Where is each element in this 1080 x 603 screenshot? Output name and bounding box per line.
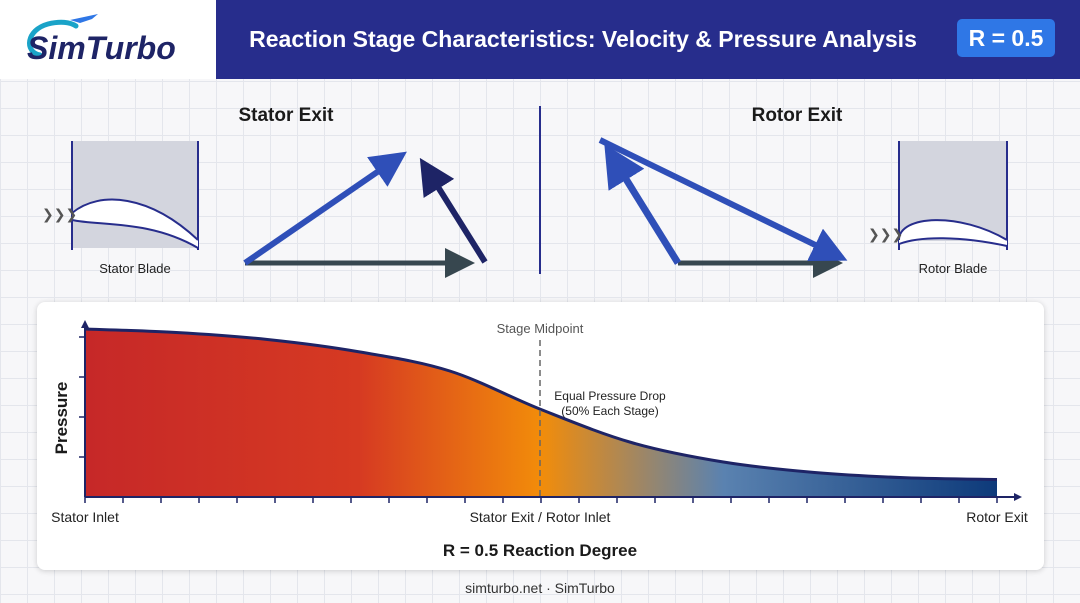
absolute-velocity-vector [243, 151, 407, 266]
logo-text: SimTurbo [27, 30, 176, 66]
page-title: Reaction Stage Characteristics: Velocity… [249, 26, 917, 52]
rotor-blade [898, 141, 1008, 250]
stator-blade [71, 141, 199, 250]
relative-velocity-vector [598, 137, 848, 262]
header-bar: SimTurbo Reaction Stage Characteristics:… [0, 0, 1080, 79]
logo-mark: SimTurbo [27, 14, 176, 66]
pressure-curve [84, 327, 998, 481]
rotor-blade-label: Rotor Blade [919, 261, 988, 276]
airplane-icon [70, 14, 98, 23]
stage-midpoint-label: Stage Midpoint [497, 321, 584, 336]
pressure-chart: Stage Midpoint Equal Pressure Drop (50% … [51, 320, 1028, 560]
reaction-badge: R = 0.5 [957, 19, 1055, 57]
x-axis-ticks [84, 497, 998, 503]
stator-blade-label: Stator Blade [99, 261, 171, 276]
rotor-exit-title: Rotor Exit [752, 105, 843, 126]
absolute-velocity-vector [604, 144, 681, 265]
logo[interactable]: SimTurbo [0, 0, 216, 79]
relative-velocity-vector [419, 157, 488, 264]
pressure-chart-card: Stage Midpoint Equal Pressure Drop (50% … [37, 302, 1044, 570]
annotation-line-1: Equal Pressure Drop [554, 389, 666, 403]
y-axis-label: Pressure [52, 382, 71, 455]
x-label-stator-exit-rotor-inlet: Stator Exit / Rotor Inlet [470, 509, 611, 525]
velocity-triangles: Stator Exit Rotor Exit ❯❯❯ Stator Blade … [42, 105, 1008, 278]
annotation-line-2: (50% Each Stage) [561, 404, 658, 418]
flow-direction-icon: ❯❯❯ [868, 226, 903, 243]
y-axis-ticks [79, 336, 85, 458]
footer-text: simturbo.net · SimTurbo [465, 580, 615, 596]
flow-direction-icon: ❯❯❯ [42, 206, 77, 223]
pressure-area [85, 329, 997, 497]
stator-exit-title: Stator Exit [238, 105, 334, 126]
chart-caption: R = 0.5 Reaction Degree [443, 541, 637, 560]
x-label-stator-inlet: Stator Inlet [51, 509, 119, 525]
x-label-rotor-exit: Rotor Exit [966, 509, 1028, 525]
